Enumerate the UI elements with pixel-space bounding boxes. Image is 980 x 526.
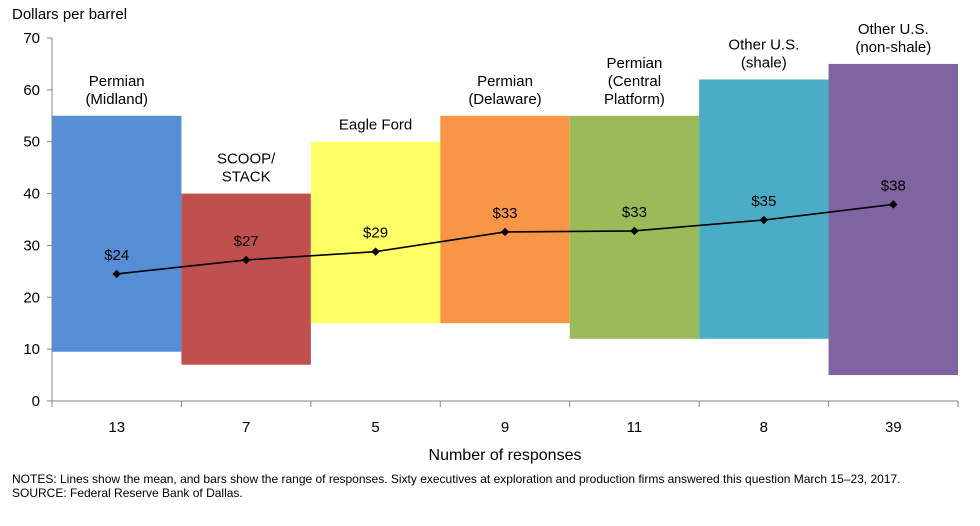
category-label-line: Other U.S. bbox=[858, 21, 929, 38]
category-label-3: Permian (Delaware) bbox=[468, 73, 541, 108]
category-label-line: (Central bbox=[608, 73, 661, 90]
x-tick-label: 39 bbox=[885, 419, 902, 436]
mean-marker-0 bbox=[112, 269, 121, 279]
category-label-4: Permian (Central Platform) bbox=[604, 55, 665, 108]
category-label-line: Permian bbox=[89, 73, 145, 90]
range-bar-2 bbox=[310, 141, 441, 324]
y-tick-label: 10 bbox=[23, 341, 40, 358]
y-tick-label: 50 bbox=[23, 134, 40, 151]
mean-label-3: $33 bbox=[492, 205, 517, 222]
source-text: SOURCE: Federal Reserve Bank of Dallas. bbox=[12, 486, 243, 500]
category-label-line: (Midland) bbox=[85, 91, 148, 108]
notes-text: NOTES: Lines show the mean, and bars sho… bbox=[12, 472, 901, 486]
category-label-1: SCOOP/STACK bbox=[217, 151, 276, 186]
x-tick-label: 5 bbox=[371, 419, 379, 436]
category-label-line: Permian bbox=[477, 73, 533, 90]
category-label-0: Permian (Midland) bbox=[85, 73, 148, 108]
category-label-line: Other U.S. bbox=[728, 36, 799, 53]
mean-label-2: $29 bbox=[363, 225, 388, 242]
x-tick-label: 13 bbox=[108, 419, 125, 436]
y-tick-label: 40 bbox=[23, 186, 40, 203]
mean-marker-2 bbox=[371, 247, 380, 256]
y-tick-label: 20 bbox=[23, 289, 40, 306]
y-tick-label: 70 bbox=[23, 30, 40, 47]
x-axis-title: Number of responses bbox=[429, 447, 582, 464]
mean-marker-3 bbox=[500, 227, 510, 237]
category-label-line: (Delaware) bbox=[468, 91, 541, 108]
mean-marker-1 bbox=[241, 255, 251, 265]
category-label-line: Permian bbox=[606, 55, 662, 72]
category-label-line: (non-shale) bbox=[855, 39, 931, 56]
range-bar-0 bbox=[52, 115, 182, 352]
category-label-line: SCOOP/ bbox=[217, 151, 276, 168]
range-chart: Dollars per barrel 0 10 20 30 40 50 60 70 13 7 5 9 11… bbox=[12, 6, 959, 464]
x-tick-label: 9 bbox=[501, 419, 509, 436]
x-tick-label: 8 bbox=[760, 419, 768, 436]
y-tick-label: 30 bbox=[23, 237, 40, 254]
mean-label-4: $33 bbox=[622, 204, 647, 221]
x-tick-label: 11 bbox=[627, 419, 643, 436]
range-bar-3 bbox=[440, 115, 570, 324]
y-tick-label: 60 bbox=[23, 82, 40, 99]
category-label-6: Other U.S. (non-shale) bbox=[855, 21, 931, 56]
mean-label-0: $24 bbox=[104, 247, 129, 264]
y-axis-title: Dollars per barrel bbox=[12, 6, 127, 23]
range-bar-1 bbox=[181, 193, 311, 365]
range-bar-5 bbox=[699, 79, 829, 339]
category-label-2: Eagle Ford bbox=[339, 117, 412, 134]
category-label-line: (shale) bbox=[741, 54, 787, 71]
mean-label-1: $27 bbox=[234, 233, 259, 250]
range-bar-6 bbox=[828, 63, 958, 376]
mean-marker-5 bbox=[759, 215, 769, 225]
mean-marker-6 bbox=[889, 200, 898, 209]
category-label-line: Platform) bbox=[604, 91, 665, 108]
category-label-5: Other U.S. (shale) bbox=[728, 36, 799, 71]
mean-marker-4 bbox=[630, 226, 639, 236]
chart-notes: NOTES: Lines show the mean, and bars sho… bbox=[12, 472, 967, 500]
category-label-line: Eagle Ford bbox=[339, 117, 412, 134]
mean-label-6: $38 bbox=[881, 177, 906, 194]
y-tick-label: 0 bbox=[32, 393, 40, 410]
x-tick-label: 7 bbox=[242, 419, 250, 436]
mean-label-5: $35 bbox=[751, 193, 776, 210]
category-label-line: STACK bbox=[222, 169, 271, 186]
